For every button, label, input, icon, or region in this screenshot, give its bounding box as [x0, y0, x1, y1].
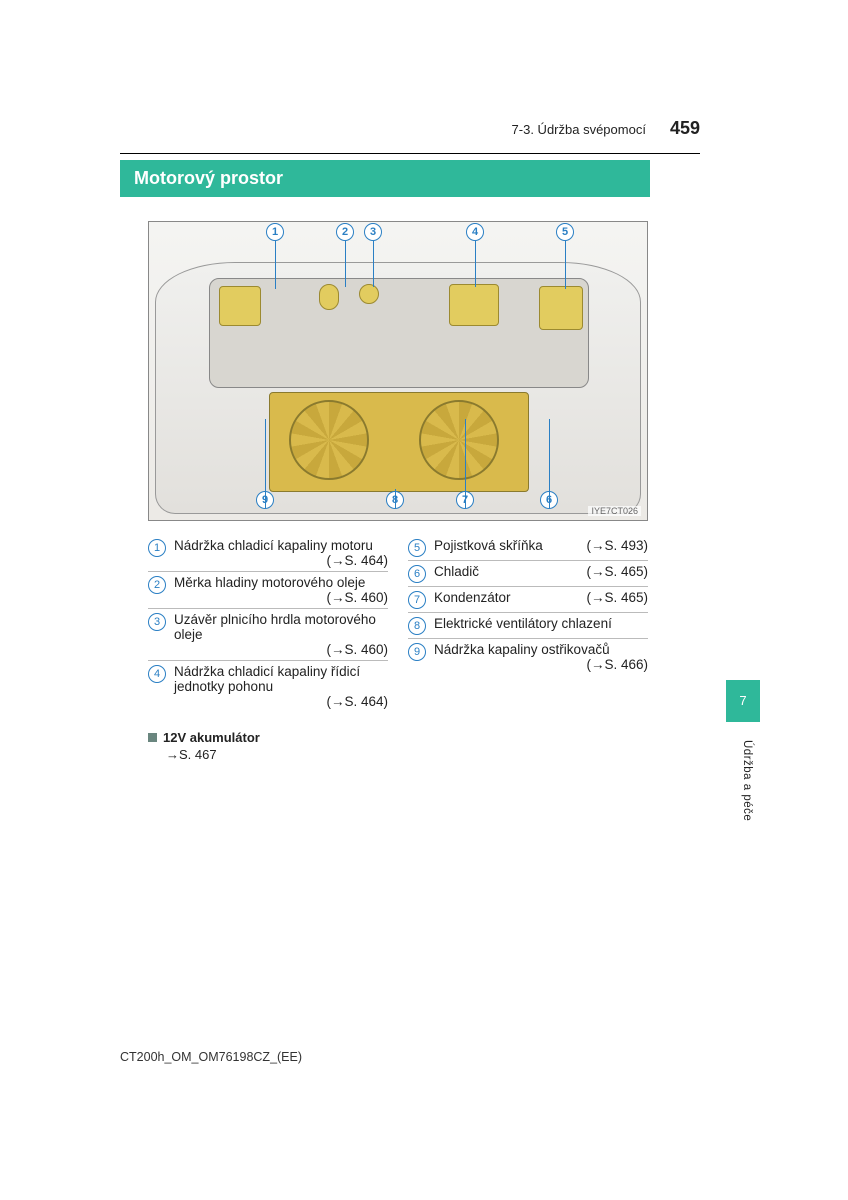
cooling-fan-icon: [419, 400, 499, 480]
callout-badge-2: 2: [336, 223, 354, 241]
legend-text: Nádržka chladicí kapaliny řídicí jednotk…: [174, 664, 388, 709]
component-reservoir-2: [449, 284, 499, 326]
legend-badge: 8: [408, 617, 426, 635]
legend-badge: 7: [408, 591, 426, 609]
page-number: 459: [670, 118, 700, 139]
image-code: IYE7CT026: [588, 506, 641, 516]
section-path: 7-3. Údržba svépomocí: [512, 122, 646, 137]
callout-lead: [395, 489, 396, 509]
page-ref: (→S. 464): [326, 694, 388, 709]
page-ref: (→S. 466): [586, 657, 648, 672]
page-header: 7-3. Údržba svépomocí 459: [120, 118, 700, 139]
legend-column-right: 5 Pojistková skříňka(→S. 493) 6 Chladič(→S.…: [408, 535, 648, 712]
footer-doc-code: CT200h_OM_OM76198CZ_(EE): [120, 1050, 302, 1064]
callout-lead: [465, 419, 466, 509]
legend-text: Chladič(→S. 465): [434, 564, 648, 579]
callout-lead: [475, 241, 476, 287]
component-oil-cap: [359, 284, 379, 304]
subsection-title: 12V akumulátor: [163, 730, 260, 745]
legend-text: Nádržka kapaliny ostřikovačů(→S. 466): [434, 642, 648, 672]
legend-badge: 2: [148, 576, 166, 594]
legend-badge: 1: [148, 539, 166, 557]
callout-badge-4: 4: [466, 223, 484, 241]
callout-lead: [265, 419, 266, 509]
callout-lead: [345, 241, 346, 287]
callout-badge-3: 3: [364, 223, 382, 241]
legend-item-4: 4 Nádržka chladicí kapaliny řídicí jednot…: [148, 661, 388, 712]
legend-badge: 3: [148, 613, 166, 631]
page-ref: (→S. 493): [586, 538, 648, 553]
legend-item-1: 1 Nádržka chladicí kapaliny motoru(→S. 46…: [148, 535, 388, 572]
section-title: Motorový prostor: [120, 160, 650, 197]
page-ref: (→S. 465): [586, 564, 648, 579]
legend-badge: 9: [408, 643, 426, 661]
chapter-tab: 7: [726, 680, 760, 722]
engine-bay: [209, 278, 589, 388]
page-ref: (→S. 460): [326, 590, 388, 605]
callout-lead: [275, 241, 276, 289]
page-ref: (→S. 460): [326, 642, 388, 657]
legend-badge: 6: [408, 565, 426, 583]
engine-diagram: 123456789 IYE7CT026: [148, 221, 648, 521]
page-ref: (→S. 464): [326, 553, 388, 568]
legend-item-6: 6 Chladič(→S. 465): [408, 561, 648, 587]
subsection-ref: →S. 467: [166, 747, 700, 762]
cooling-fan-icon: [289, 400, 369, 480]
component-fusebox: [539, 286, 583, 330]
subsection-battery: 12V akumulátor →S. 467: [148, 730, 700, 762]
header-rule: [120, 153, 700, 154]
legend-text: Měrka hladiny motorového oleje(→S. 460): [174, 575, 388, 605]
legend-text: Kondenzátor(→S. 465): [434, 590, 648, 605]
bullet-square-icon: [148, 733, 157, 742]
page-ref: (→S. 465): [586, 590, 648, 605]
legend-item-5: 5 Pojistková skříňka(→S. 493): [408, 535, 648, 561]
legend-item-9: 9 Nádržka kapaliny ostřikovačů(→S. 466): [408, 639, 648, 675]
component-reservoir-1: [219, 286, 261, 326]
callout-badge-5: 5: [556, 223, 574, 241]
callout-badge-1: 1: [266, 223, 284, 241]
legend-badge: 4: [148, 665, 166, 683]
legend-item-7: 7 Kondenzátor(→S. 465): [408, 587, 648, 613]
chapter-label: Údržba a péče: [741, 740, 753, 821]
legend-item-3: 3 Uzávěr plnicího hrdla motorového oleje(…: [148, 609, 388, 661]
callout-lead: [373, 241, 374, 287]
legend-badge: 5: [408, 539, 426, 557]
legend-text: Pojistková skříňka(→S. 493): [434, 538, 648, 553]
callout-lead: [565, 241, 566, 289]
legend-text: Uzávěr plnicího hrdla motorového oleje(→…: [174, 612, 388, 657]
legend-text: Elektrické ventilátory chlazení: [434, 616, 648, 631]
component-dipstick: [319, 284, 339, 310]
legend-column-left: 1 Nádržka chladicí kapaliny motoru(→S. 46…: [148, 535, 388, 712]
callout-lead: [549, 419, 550, 509]
legend-item-2: 2 Měrka hladiny motorového oleje(→S. 460): [148, 572, 388, 609]
legend: 1 Nádržka chladicí kapaliny motoru(→S. 46…: [148, 535, 648, 712]
legend-text: Nádržka chladicí kapaliny motoru(→S. 464…: [174, 538, 388, 568]
legend-item-8: 8 Elektrické ventilátory chlazení: [408, 613, 648, 639]
